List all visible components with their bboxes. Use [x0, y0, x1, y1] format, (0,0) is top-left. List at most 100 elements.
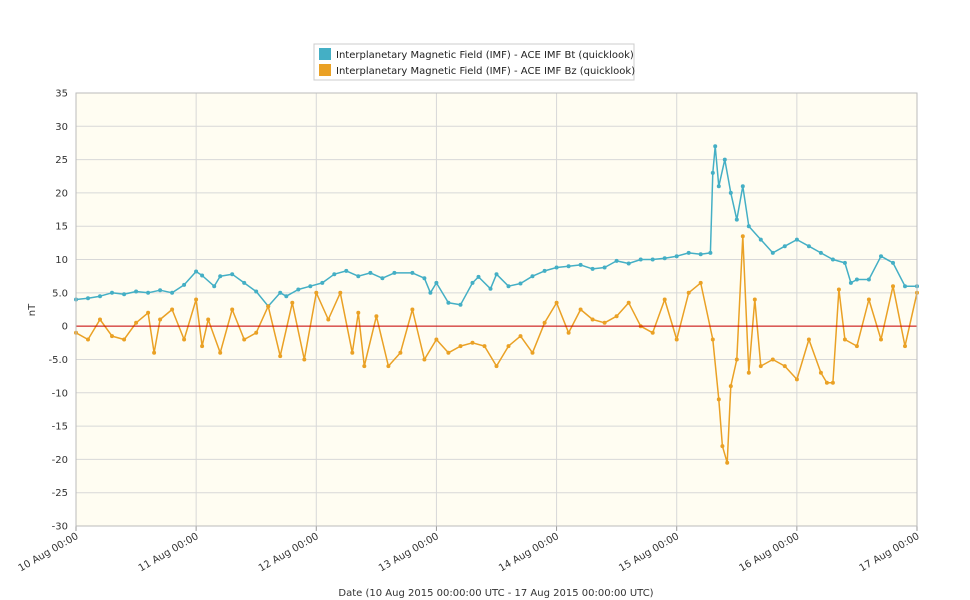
data-point: [686, 250, 691, 255]
data-point: [434, 280, 439, 285]
data-point: [422, 357, 427, 362]
data-point: [254, 289, 259, 294]
data-point: [374, 314, 379, 319]
data-point: [842, 260, 847, 265]
legend-item-bz[interactable]: Interplanetary Magnetic Field (IMF) - AC…: [319, 64, 635, 77]
x-tick-label: 13 Aug 00:00: [377, 531, 441, 574]
data-point: [854, 344, 859, 349]
data-point: [698, 252, 703, 257]
data-point: [266, 304, 271, 309]
data-point: [320, 280, 325, 285]
data-point: [530, 350, 535, 355]
data-point: [708, 250, 713, 255]
data-point: [242, 280, 247, 285]
data-point: [458, 344, 463, 349]
data-point: [170, 307, 175, 312]
data-point: [428, 290, 433, 295]
data-point: [734, 217, 739, 222]
data-point: [746, 224, 751, 229]
data-point: [770, 250, 775, 255]
data-point: [650, 330, 655, 335]
y-tick-label: 20: [55, 188, 68, 199]
data-point: [290, 300, 295, 305]
data-point: [482, 344, 487, 349]
data-point: [230, 272, 235, 277]
data-point: [891, 260, 895, 265]
data-point: [392, 270, 397, 275]
data-point: [866, 297, 871, 302]
data-point: [110, 290, 114, 295]
data-point: [848, 280, 853, 285]
y-tick-label: 30: [55, 122, 68, 133]
data-point: [194, 269, 199, 274]
y-tick-label: -5.0: [48, 355, 68, 366]
data-point: [614, 258, 619, 263]
data-point: [716, 184, 721, 189]
data-point: [182, 282, 187, 287]
data-point: [446, 350, 451, 355]
plot-area: [76, 93, 917, 526]
data-point: [662, 297, 667, 302]
data-point: [470, 280, 475, 285]
data-point: [86, 337, 90, 342]
data-point: [903, 284, 907, 289]
y-tick-label: 25: [55, 155, 68, 166]
data-point: [830, 257, 835, 262]
x-tick-label: 14 Aug 00:00: [497, 531, 561, 574]
data-point: [326, 317, 331, 322]
y-tick-label: 5.0: [52, 288, 68, 299]
data-point: [806, 244, 811, 249]
data-point: [590, 266, 595, 271]
data-point: [518, 334, 523, 339]
data-point: [506, 344, 511, 349]
data-point: [530, 274, 535, 279]
data-point: [200, 344, 205, 349]
data-point: [170, 290, 175, 295]
data-point: [254, 330, 259, 335]
data-point: [458, 302, 463, 307]
data-point: [302, 357, 307, 362]
data-point: [818, 370, 823, 375]
data-point: [716, 397, 721, 402]
data-point: [740, 184, 745, 189]
data-point: [578, 307, 583, 312]
plot-frame: [75, 92, 918, 527]
data-point: [794, 237, 799, 242]
legend-item-bt[interactable]: Interplanetary Magnetic Field (IMF) - AC…: [319, 48, 634, 61]
data-point: [278, 354, 283, 359]
legend-label-bt: Interplanetary Magnetic Field (IMF) - AC…: [336, 50, 634, 61]
data-point: [230, 307, 235, 312]
data-point: [200, 273, 205, 278]
legend-swatch-bt: [319, 48, 331, 60]
data-point: [794, 377, 799, 382]
x-tick-label: 12 Aug 00:00: [257, 531, 321, 574]
data-point: [842, 337, 847, 342]
data-point: [212, 284, 217, 289]
data-point: [338, 290, 343, 295]
data-point: [206, 317, 211, 322]
data-point: [626, 261, 631, 266]
x-tick-label: 11 Aug 00:00: [137, 531, 201, 574]
data-point: [488, 286, 493, 291]
data-point: [720, 444, 725, 449]
data-point: [194, 297, 199, 302]
data-point: [152, 350, 157, 355]
data-point: [554, 265, 559, 270]
data-point: [879, 254, 883, 259]
data-point: [506, 284, 511, 289]
data-point: [758, 364, 763, 369]
legend-box: [313, 43, 635, 81]
data-point: [314, 290, 319, 295]
y-tick-label: -10: [52, 388, 68, 399]
y-tick-label: 15: [55, 222, 68, 233]
data-point: [722, 157, 727, 162]
data-point: [332, 272, 337, 277]
data-point: [830, 380, 835, 385]
data-point: [566, 264, 571, 269]
data-point: [728, 190, 733, 195]
x-tick-label: 15 Aug 00:00: [617, 531, 681, 574]
data-point: [350, 350, 355, 355]
data-point: [410, 270, 415, 275]
